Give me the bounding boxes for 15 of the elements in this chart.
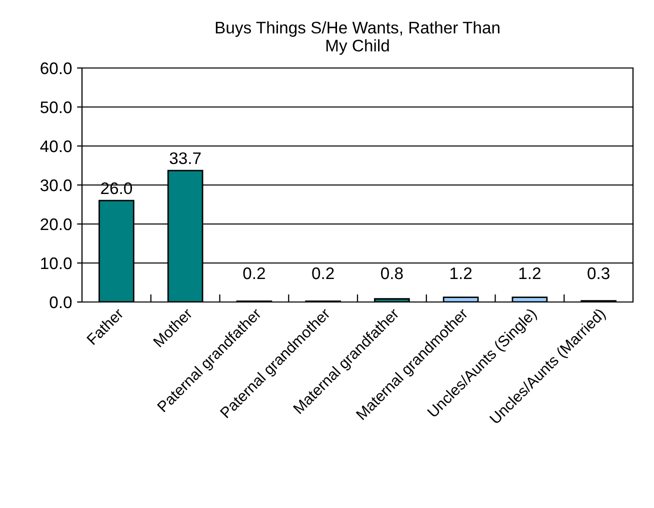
chart-title: Buys Things S/He Wants, Rather Than My Child <box>216 21 500 55</box>
y-tick-label: 50.0 <box>40 101 72 114</box>
y-tick-label: 30.0 <box>40 179 72 192</box>
data-label: 1.2 <box>519 267 540 280</box>
y-tick-label: 20.0 <box>40 218 72 230</box>
y-tick-label: 0.0 <box>50 296 72 308</box>
data-label: 1.2 <box>450 267 472 280</box>
y-tick-label: 60.0 <box>40 62 72 74</box>
data-label: 0.3 <box>588 267 610 280</box>
data-label: 33.7 <box>170 152 201 164</box>
data-label: 0.2 <box>312 267 334 280</box>
data-label: 0.8 <box>381 267 403 280</box>
data-label: 0.2 <box>243 267 265 280</box>
y-tick-label: 40.0 <box>40 140 72 152</box>
y-tick-label: 10.0 <box>41 257 72 270</box>
